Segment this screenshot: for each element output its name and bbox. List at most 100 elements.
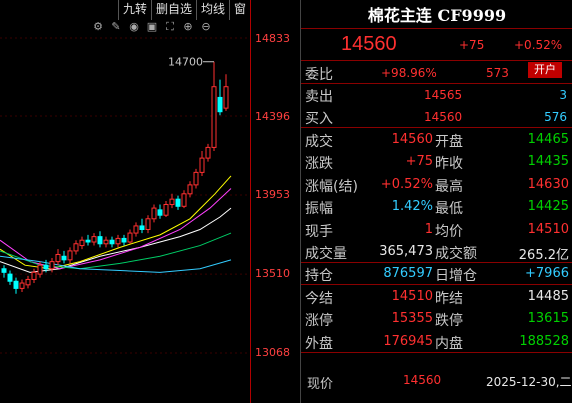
stat-label: 最低 [435, 201, 463, 218]
stat-label: 最高 [435, 178, 463, 195]
candle-body [181, 193, 187, 207]
zoom-out-icon[interactable]: ⊖ [201, 20, 211, 33]
price-tick: 13068 [255, 346, 290, 359]
stat-label: 均价 [435, 223, 463, 240]
stat-value: 176945 [383, 333, 433, 349]
stats-row: 外盘 176945 内盘 188528 [301, 330, 572, 352]
stats-row: 涨幅(结) +0.52% 最高 14630 [301, 173, 572, 195]
candle-body [13, 280, 19, 289]
candle-body [157, 209, 163, 216]
candle-body [67, 250, 73, 261]
stat-value: 13615 [527, 311, 569, 327]
candle-body [25, 278, 31, 286]
candle-body [205, 146, 211, 159]
settings-icon[interactable]: ⚙ [93, 20, 103, 33]
stat-value: 876597 [383, 266, 433, 282]
stat-label: 振幅 [305, 201, 333, 218]
price-change: +75 [459, 38, 485, 52]
weibi-row: 委比 +98.96% 573 [305, 66, 509, 83]
candle-body [31, 271, 37, 280]
candle-body [103, 239, 109, 245]
eye-icon[interactable]: ◉ [129, 20, 139, 33]
kline-panel: 14700 九转 删自选 均线 窗 ⚙ ✎ ◉ ▣ ⛶ ⊕ ⊖ 14833 14… [0, 0, 301, 403]
candle-body [145, 218, 151, 230]
window-button[interactable]: 窗 [228, 0, 250, 20]
candle-body [79, 239, 85, 247]
candle-body [187, 184, 193, 195]
candle-body [19, 282, 25, 289]
candle-body [175, 198, 181, 207]
stat-value: +7966 [525, 266, 569, 282]
stat-label: 涨幅(结) [305, 178, 358, 195]
stat-label: 昨收 [435, 156, 463, 173]
remove-watchlist-button[interactable]: 删自选 [150, 0, 196, 20]
stat-value: 15355 [391, 311, 433, 327]
pen-icon[interactable]: ✎ [111, 20, 121, 33]
stat-value: +0.52% [380, 176, 433, 192]
stats-row: 振幅 1.42% 最低 14425 [301, 195, 572, 217]
tick-row: 现价 14560 2025-12-30,二 [307, 373, 572, 392]
price-tick: 14396 [255, 110, 290, 123]
price-change-pct: +0.52% [514, 38, 563, 52]
candle-body [127, 232, 133, 243]
stat-value: 14560 [391, 132, 433, 147]
stat-label: 成交 [305, 134, 333, 150]
stat-label: 成交额 [435, 246, 477, 262]
buy-row: 买入 14560 576 [305, 110, 567, 127]
stat-value: 14510 [527, 221, 569, 237]
stat-value: 14510 [391, 288, 433, 304]
candle-body [199, 157, 205, 173]
stat-value: 14630 [527, 176, 569, 192]
stats-row: 涨停 15355 跌停 13615 [301, 307, 572, 329]
stat-label: 今结 [305, 290, 333, 307]
price-axis: 14833 14396 13953 13510 13068 [250, 0, 301, 403]
stat-value: 265.2亿 [518, 248, 569, 263]
moving-average-button[interactable]: 均线 [195, 0, 229, 20]
stat-value: 1.42% [391, 199, 433, 215]
ma10-line [0, 175, 232, 270]
contract-title: 棉花主连 CF9999 [367, 6, 507, 25]
candle-body [43, 264, 49, 270]
candle-body [97, 236, 103, 245]
chart-tool-icons: ⚙ ✎ ◉ ▣ ⛶ ⊕ ⊖ [92, 21, 212, 33]
stats-row: 涨跌 +75 昨收 14435 [301, 150, 572, 172]
chart-toolbar: 九转 删自选 均线 窗 [117, 0, 250, 20]
stats-row: 成交 14560 开盘 14465 [301, 128, 572, 150]
candle-body [151, 207, 157, 220]
stat-value: 14425 [527, 199, 569, 215]
candle-body [37, 264, 43, 275]
stats-row: 今结 14510 昨结 14485 [301, 285, 572, 307]
stat-value: 365,473 [379, 244, 433, 259]
stats-row: 现手 1 均价 14510 [301, 218, 572, 240]
candle-body [193, 171, 199, 186]
candle-body [7, 273, 13, 282]
zoom-in-icon[interactable]: ⊕ [183, 20, 193, 33]
stat-label: 成交量 [305, 246, 347, 262]
stat-label: 持仓 [305, 268, 333, 285]
lock-icon[interactable]: ▣ [146, 20, 158, 33]
candle-body [85, 239, 91, 243]
candle-body [73, 243, 79, 252]
fullscreen-icon[interactable]: ⛶ [166, 20, 174, 33]
candle-body [109, 239, 115, 245]
candle-body [55, 253, 61, 263]
stat-label: 现手 [305, 223, 333, 240]
candle-body [91, 236, 97, 243]
stat-label: 开盘 [435, 134, 463, 150]
stat-label: 内盘 [435, 335, 463, 352]
stat-value: 188528 [519, 333, 569, 349]
stats-row: 成交量 365,473 成交额 265.2亿 [301, 240, 572, 263]
candle-body [223, 86, 229, 109]
stat-value: 14435 [527, 154, 569, 170]
price-tick: 13510 [255, 267, 290, 280]
open-account-button[interactable]: 开户 [528, 62, 562, 78]
stat-label: 涨停 [305, 313, 333, 330]
nine-turn-button[interactable]: 九转 [117, 0, 151, 20]
candlestick-chart: 14700 [0, 37, 250, 354]
candle-body [61, 255, 67, 261]
candle-body [115, 237, 121, 245]
stat-label: 涨跌 [305, 156, 333, 173]
stat-label: 跌停 [435, 313, 463, 330]
price-tick: 13953 [255, 188, 290, 201]
stat-value: 14485 [527, 288, 569, 304]
